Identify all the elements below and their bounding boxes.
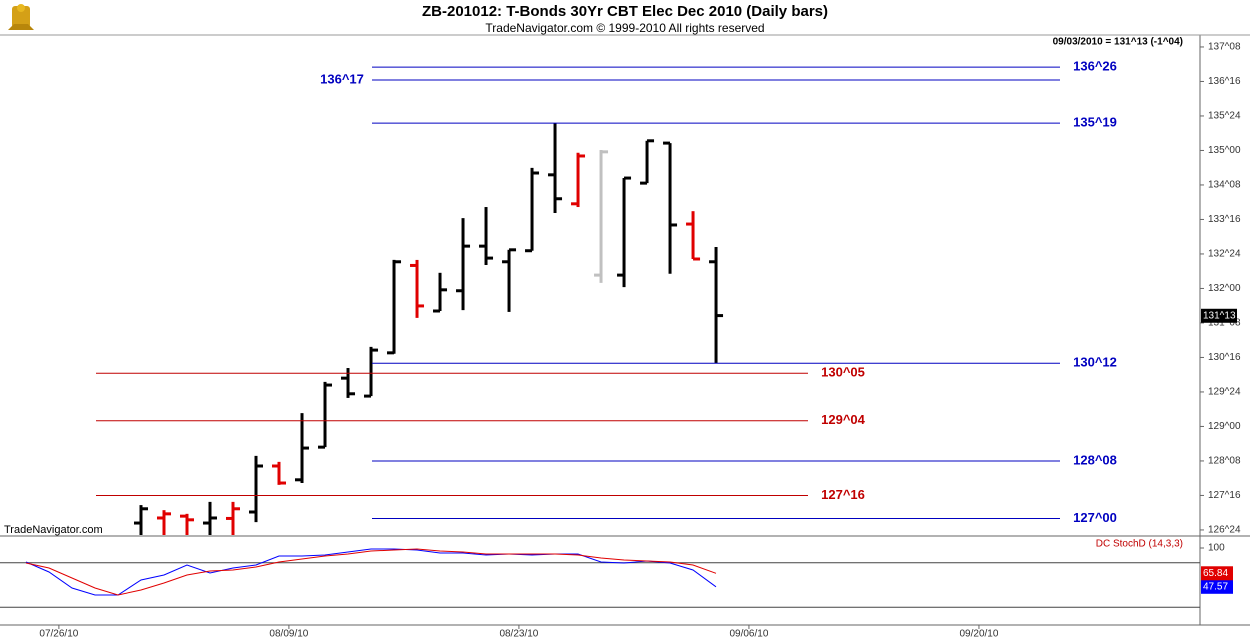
level-label: 130^05 [821, 365, 865, 380]
header-quote: 09/03/2010 = 131^13 (-1^04) [1053, 37, 1183, 48]
indicator-value-label: 47.57 [1203, 581, 1228, 592]
y-tick-label: 100 [1208, 543, 1225, 554]
indicator-line [25, 548, 717, 596]
indicator-line [25, 548, 717, 596]
indicator-value-box [1201, 579, 1233, 594]
y-tick-label: 132^00 [1208, 283, 1241, 294]
x-tick-label: 08/23/10 [499, 629, 538, 640]
watermark: TradeNavigator.com [4, 524, 103, 536]
level-label: 127^00 [1073, 510, 1117, 525]
y-tick-label: 129^00 [1208, 421, 1241, 432]
level-label: 128^08 [1073, 452, 1117, 467]
x-tick-label: 09/06/10 [729, 629, 768, 640]
level-label: 136^17 [320, 71, 364, 86]
y-tick-label: 136^16 [1208, 76, 1241, 87]
level-label: 136^26 [1073, 59, 1117, 74]
y-tick-label: 128^08 [1208, 456, 1241, 467]
y-tick-label: 137^08 [1208, 42, 1241, 53]
price-pane [134, 123, 724, 535]
level-label: 129^04 [821, 412, 866, 427]
x-tick-label: 07/26/10 [39, 629, 78, 640]
level-label: 130^12 [1073, 355, 1117, 370]
y-tick-label: 127^16 [1208, 490, 1241, 501]
level-label: 127^16 [821, 487, 865, 502]
y-tick-label: 131^08 [1208, 318, 1241, 329]
last-price-box [1201, 308, 1237, 323]
y-tick-label: 135^24 [1208, 111, 1241, 122]
y-tick-label: 130^16 [1208, 352, 1241, 363]
y-tick-label: 133^16 [1208, 214, 1241, 225]
logo [8, 4, 34, 30]
last-price-label: 131^13 [1203, 310, 1236, 321]
indicator-title: DC StochD (14,3,3) [1096, 539, 1183, 550]
x-tick-label: 08/09/10 [269, 629, 308, 640]
chart-subtitle: TradeNavigator.com © 1999-2010 All right… [485, 21, 764, 35]
level-label: 135^19 [1073, 115, 1117, 130]
indicator-value-box [1201, 566, 1233, 581]
y-tick-label: 132^24 [1208, 249, 1241, 260]
x-tick-label: 09/20/10 [959, 629, 998, 640]
y-tick-label: 129^24 [1208, 387, 1241, 398]
y-tick-label: 135^00 [1208, 145, 1241, 156]
indicator-value-label: 65.84 [1203, 568, 1228, 579]
y-tick-label: 134^08 [1208, 180, 1241, 191]
chart-title: ZB-201012: T-Bonds 30Yr CBT Elec Dec 201… [422, 3, 828, 20]
y-tick-label: 126^24 [1208, 525, 1241, 536]
